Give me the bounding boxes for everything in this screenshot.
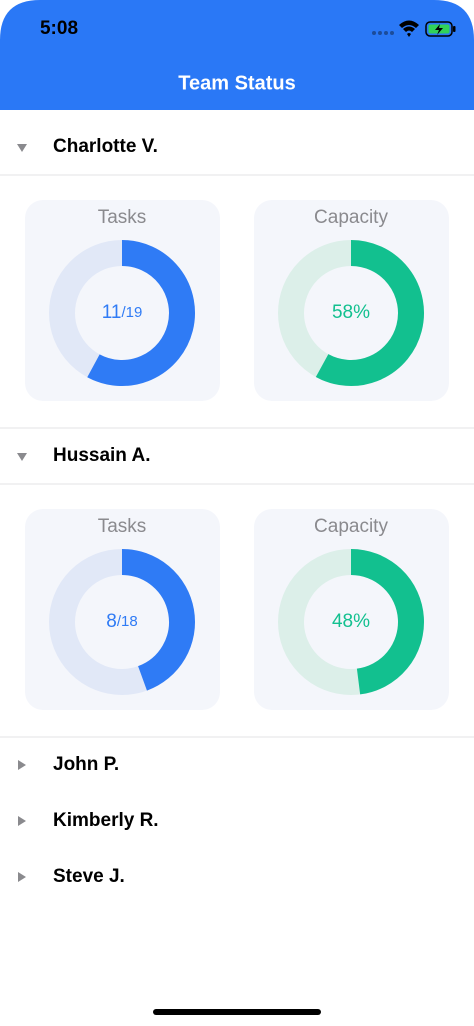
task-done: 8 — [106, 611, 117, 632]
capacity-value: 48% — [332, 611, 370, 632]
status-time: 5:08 — [40, 18, 78, 39]
task-total: /18 — [117, 613, 138, 630]
capacity-value: 58% — [332, 302, 370, 323]
chevron-down[interactable] — [17, 144, 27, 152]
member-name[interactable]: Hussain A. — [53, 445, 151, 466]
member-name[interactable]: Kimberly R. — [53, 810, 159, 831]
donut-arc — [87, 240, 195, 386]
task-done: 11 — [102, 302, 122, 323]
home-indicator — [153, 1009, 321, 1015]
task-count: 8/18 — [106, 611, 137, 632]
member-row[interactable]: John P. — [0, 737, 474, 793]
member-name[interactable]: John P. — [53, 754, 119, 775]
member-row[interactable]: Kimberly R. — [0, 793, 474, 849]
chevron-right[interactable] — [18, 760, 26, 770]
status-icons — [372, 20, 456, 37]
member-row[interactable]: Charlotte V. — [0, 119, 474, 175]
member-name[interactable]: Charlotte V. — [53, 136, 158, 157]
donut-arc — [350, 549, 424, 695]
member-name[interactable]: Steve J. — [53, 866, 125, 887]
chevron-right[interactable] — [18, 816, 26, 826]
card-title: Capacity — [314, 207, 388, 228]
chevron-down[interactable] — [17, 453, 27, 461]
card-title: Capacity — [314, 516, 388, 537]
nav-title: Team Status — [178, 72, 295, 94]
task-count: 11/19 — [102, 302, 143, 323]
donut-arc — [315, 240, 424, 386]
chevron-right[interactable] — [18, 872, 26, 882]
member-row[interactable]: Steve J. — [0, 849, 474, 905]
card-title: Tasks — [98, 516, 147, 537]
task-total: /19 — [121, 304, 142, 321]
member-row[interactable]: Hussain A. — [0, 428, 474, 484]
card-title: Tasks — [98, 207, 147, 228]
donut-arc — [121, 549, 195, 691]
nav-bar — [0, 0, 474, 110]
